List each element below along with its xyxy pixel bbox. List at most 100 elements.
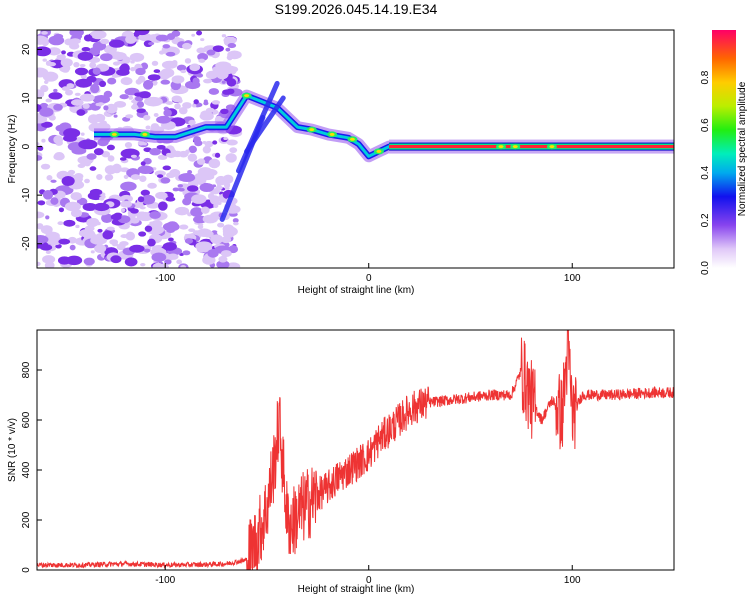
spectrogram-noise-blob xyxy=(216,69,229,80)
spectrogram-noise-blob xyxy=(123,174,129,179)
spectrogram-noise-blob xyxy=(157,70,171,80)
spectrogram-noise-blob xyxy=(207,248,219,258)
spectrogram-noise-blob xyxy=(40,163,51,170)
spectrogram-noise-blob xyxy=(46,175,53,181)
spectrogram-noise-blob xyxy=(50,197,59,205)
spectrogram-noise-blob xyxy=(76,109,86,116)
spectrogram-noise-blob xyxy=(94,244,107,253)
spectrogram-noise-blob xyxy=(202,214,218,224)
spectrogram-noise-blob xyxy=(196,244,206,253)
spectrogram-noise-blob xyxy=(226,54,233,61)
spectrogram-noise-blob xyxy=(200,38,205,42)
spectrogram-noise-blob xyxy=(224,186,230,190)
spectrogram-noise-blob xyxy=(103,105,109,111)
spectrogram-noise-blob xyxy=(137,211,147,217)
spectrogram-noise-blob xyxy=(142,142,148,146)
spectrogram-noise-blob xyxy=(157,174,164,178)
spectrogram-noise-blob xyxy=(130,174,141,180)
spectrogram-noise-blob xyxy=(41,121,53,128)
spectrogram-noise-blob xyxy=(40,225,53,235)
spectrogram-noise-blob xyxy=(103,90,113,98)
snr-x-axis: -100 0 100 xyxy=(155,565,581,586)
spectrogram-noise-blob xyxy=(84,178,90,184)
spectrogram-noise-blob xyxy=(100,38,110,45)
spectrogram-x-axis: -100 0 100 xyxy=(155,263,581,284)
spectrogram-noise-blob xyxy=(140,161,146,166)
spectrogram-noise-blob xyxy=(143,248,151,253)
spectrogram-noise-blob xyxy=(89,166,97,171)
spectrogram-noise-blob xyxy=(139,175,147,183)
spectrogram-noise-blob xyxy=(149,211,161,219)
spectrogram-noise-blob xyxy=(208,88,220,95)
spectrogram-noise-blob xyxy=(192,230,201,236)
spectrogram-noise-blob xyxy=(39,107,54,117)
spectrogram-noise-blob xyxy=(125,35,137,44)
spectrogram-noise-blob xyxy=(137,196,145,203)
spectrogram-noise-blob xyxy=(110,213,122,221)
spectrogram-noise-blob xyxy=(177,187,185,192)
spectrogram-noise-blob xyxy=(197,158,206,165)
spectrogram-noise-blob xyxy=(147,182,157,189)
spectrogram-noise-blob xyxy=(105,103,118,114)
spectrogram-noise-blob xyxy=(221,80,226,84)
spectrogram-noise-blob xyxy=(192,104,197,108)
spectrogram-noise-blob xyxy=(48,92,63,100)
spectrogram-noise-blob xyxy=(134,30,150,36)
spectrogram-noise-blob xyxy=(191,194,207,204)
spectrogram-noise-blob xyxy=(58,238,71,245)
spectrogram-noise-blob xyxy=(167,253,179,260)
spectrogram-noise-blob xyxy=(203,230,214,238)
spectrogram-x-tick-label: 0 xyxy=(366,273,372,284)
spectrogram-noise-blob xyxy=(120,148,140,159)
spectrogram-noise-blob xyxy=(222,224,235,234)
spectrogram-x-label: Height of straight line (km) xyxy=(298,285,415,296)
spectrogram-noise-blob xyxy=(37,211,45,219)
spectrogram-noise-blob xyxy=(120,181,137,192)
spectrogram-noise-blob xyxy=(102,230,114,240)
spectrogram-noise-blob xyxy=(152,262,165,268)
spectrogram-noise-blob xyxy=(99,80,107,88)
spectrogram-noise-blob xyxy=(212,140,218,145)
spectrogram-noise-blob xyxy=(151,60,159,66)
spectrogram-noise-blob xyxy=(186,185,199,192)
spectrogram-noise-blob xyxy=(41,31,48,35)
spectrogram-noise-blob xyxy=(136,108,146,114)
spectrogram-noise-blob xyxy=(37,261,41,267)
spectrogram-noise-blob xyxy=(217,222,225,228)
spectrogram-noise-blob xyxy=(149,221,155,225)
spectrogram-noise-blob xyxy=(226,139,238,146)
snr-frame xyxy=(36,329,675,571)
spectrogram-noise-blob xyxy=(205,107,215,113)
spectrogram-noise-blob xyxy=(188,228,196,233)
snr-y-label: SNR (10 * v/v) xyxy=(7,418,18,482)
spectrogram-noise-blob xyxy=(198,223,204,227)
spectrogram-noise-blob xyxy=(164,62,174,68)
spectrogram-noise-blob xyxy=(67,169,76,175)
spectrogram-noise-blob xyxy=(200,206,210,214)
spectrogram-noise-blob xyxy=(58,207,65,213)
spectrogram-noise-blob xyxy=(180,69,187,74)
spectrogram-noise-blob xyxy=(50,179,57,183)
spectrogram-hotspot-peak xyxy=(142,132,148,136)
spectrogram-noise-blob xyxy=(177,184,184,188)
spectrogram-ridge xyxy=(94,80,674,222)
figure-title: S199.2026.045.14.19.E34 xyxy=(275,1,438,17)
spectrogram-noise-blob xyxy=(166,152,172,157)
spectrogram-noise-blob xyxy=(232,218,239,223)
spectrogram-y-axis: -20 -10 0 10 20 xyxy=(21,43,42,251)
spectrogram-noise-blob xyxy=(162,242,177,251)
snr-y-tick-label: 200 xyxy=(21,511,32,528)
spectrogram-noise-blob xyxy=(44,261,55,268)
spectrogram-noise-blob xyxy=(93,148,104,156)
spectrogram-noise-blob xyxy=(37,223,44,230)
spectrogram-noise-blob xyxy=(203,101,209,106)
spectrogram-noise-blob xyxy=(110,255,122,264)
spectrogram-noise-blob xyxy=(160,79,171,85)
spectrogram-noise-blob xyxy=(140,189,151,196)
spectrogram-noise-blob xyxy=(172,187,180,192)
spectrogram-noise-blob xyxy=(125,114,134,119)
spectrogram-noise-blob xyxy=(69,38,81,45)
spectrogram-noise-blob xyxy=(124,257,138,267)
